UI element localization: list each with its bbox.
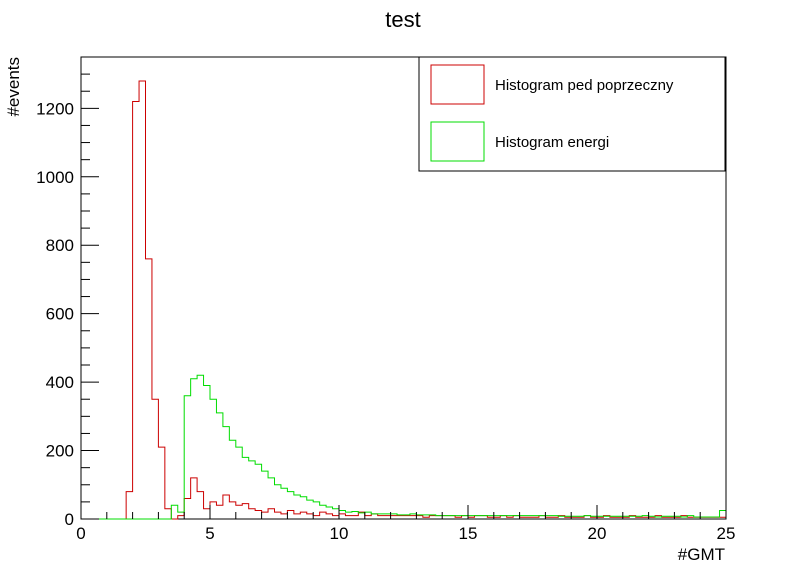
y-axis-label: #events <box>4 57 23 117</box>
series-line-1 <box>81 374 727 520</box>
y-tick-label: 600 <box>46 305 74 324</box>
x-axis-label: #GMT <box>678 545 725 564</box>
y-axis: 0 200 400 600 800 1000 1200 <box>36 73 99 529</box>
y-tick-label: 1000 <box>36 168 74 187</box>
y-tick-label: 400 <box>46 373 74 392</box>
x-tick-label: 20 <box>588 524 607 543</box>
plot-frame <box>80 56 727 520</box>
legend-label-energi: Histogram energi <box>495 134 609 151</box>
y-tick-label: 200 <box>46 442 74 461</box>
y-tick-label: 0 <box>65 510 74 529</box>
legend-swatch-ped <box>430 64 485 105</box>
x-tick-label: 25 <box>717 524 736 543</box>
legend: Histogram ped poprzeczny Histogram energ… <box>418 56 726 172</box>
plot-area: 0 5 10 15 20 25 0 200 400 600 800 1000 1200 <box>36 56 735 543</box>
x-tick-label: 5 <box>205 524 214 543</box>
y-tick-label: 1200 <box>36 99 74 118</box>
legend-swatch-energi <box>430 121 485 162</box>
legend-box <box>418 56 726 172</box>
legend-label-ped: Histogram ped poprzeczny <box>495 77 674 94</box>
x-tick-label: 15 <box>459 524 478 543</box>
x-tick-label: 0 <box>76 524 85 543</box>
chart-title: test <box>385 7 420 32</box>
x-axis: 0 5 10 15 20 25 <box>76 505 735 543</box>
y-tick-label: 800 <box>46 236 74 255</box>
x-tick-label: 10 <box>330 524 349 543</box>
